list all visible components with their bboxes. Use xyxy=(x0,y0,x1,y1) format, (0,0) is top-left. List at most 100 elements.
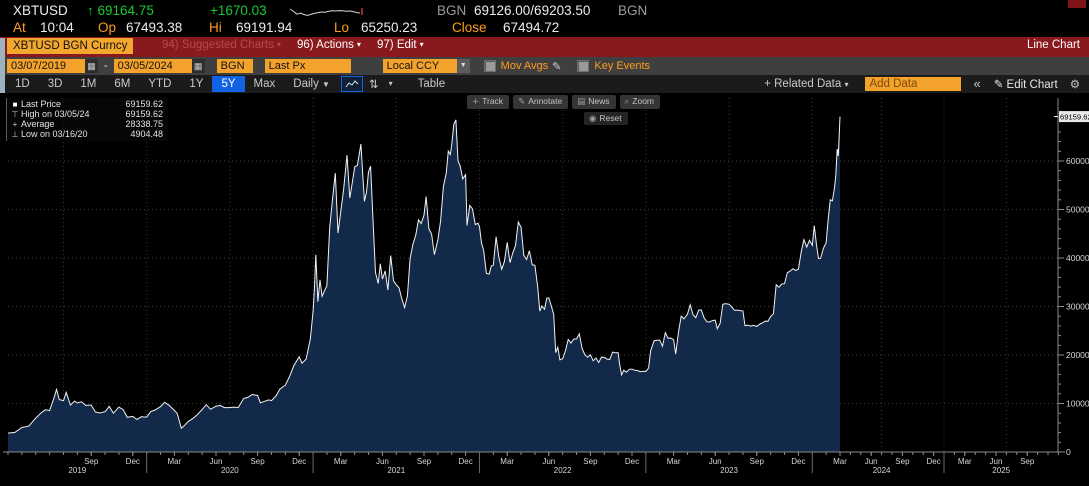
add-data-input[interactable]: Add Data xyxy=(865,77,962,91)
svg-text:Dec: Dec xyxy=(458,457,472,466)
edit-chart-button[interactable]: ✎ Edit Chart xyxy=(993,77,1058,91)
svg-text:30000: 30000 xyxy=(1066,302,1089,312)
svg-text:Sep: Sep xyxy=(1020,457,1035,466)
currency-selector[interactable]: Local CCY xyxy=(382,59,457,73)
date-from-input[interactable]: 03/07/2019 xyxy=(7,59,85,73)
legend-marker-icon: ⊤ xyxy=(11,109,19,119)
svg-text:Dec: Dec xyxy=(926,457,940,466)
pencil-icon: ✎ xyxy=(518,97,526,107)
legend-label: Last Price xyxy=(21,99,62,109)
reset-button[interactable]: ◉ Reset xyxy=(584,112,628,125)
chart-style-dropdown[interactable]: ▾ xyxy=(383,76,399,92)
menu-edit[interactable]: 97) Edit ▾ xyxy=(377,39,424,51)
price-change: +1670.03 xyxy=(210,3,267,18)
related-data-button[interactable]: + Related Data ▾ xyxy=(764,78,849,90)
range-button-5y[interactable]: 5Y xyxy=(212,76,245,92)
line-chart-icon[interactable] xyxy=(340,76,363,92)
menu-actions[interactable]: 96) Actions ▾ xyxy=(297,39,361,51)
axis-scale-icon[interactable]: ⇅ xyxy=(368,77,379,91)
legend-row: ⊥ Low on 03/16/20 4904.48 xyxy=(9,129,163,139)
last-price: ↑ 69164.75 xyxy=(87,3,154,18)
function-menu-bar: XBTUSD BGN Curncy 94) Suggested Charts ▾ … xyxy=(0,37,1089,57)
svg-text:Dec: Dec xyxy=(625,457,639,466)
svg-text:0: 0 xyxy=(1066,447,1071,457)
pencil-icon: ✎ xyxy=(993,77,1004,91)
window-edge-decoration xyxy=(1068,0,1086,8)
svg-text:2020: 2020 xyxy=(221,466,239,475)
security-symbol: XBTUSD xyxy=(13,3,68,18)
svg-text:50000: 50000 xyxy=(1066,205,1089,215)
date-to-input[interactable]: 03/05/2024 xyxy=(113,59,192,73)
mov-avgs-checkbox[interactable] xyxy=(483,60,496,72)
svg-text:Jun: Jun xyxy=(709,457,722,466)
track-button[interactable]: + Track xyxy=(467,95,510,109)
high-value: 69191.94 xyxy=(236,20,293,35)
svg-text:Sep: Sep xyxy=(417,457,432,466)
bid-ask: 69126.00/69203.50 xyxy=(474,3,591,18)
reset-icon: ◉ xyxy=(589,114,597,124)
zoom-button[interactable]: ⌕ Zoom xyxy=(619,95,661,109)
reset-zoom-container: ◉ Reset xyxy=(584,108,632,126)
annotate-button[interactable]: ✎ Annotate xyxy=(513,95,569,109)
period-selector[interactable]: Daily ▼ xyxy=(293,78,330,90)
price-field-selector[interactable]: Last Px xyxy=(264,59,351,73)
svg-text:Jun: Jun xyxy=(865,457,878,466)
svg-text:Dec: Dec xyxy=(791,457,805,466)
magnifier-icon: ⌕ xyxy=(624,97,630,107)
svg-text:Sep: Sep xyxy=(250,457,265,466)
svg-text:2025: 2025 xyxy=(992,466,1010,475)
news-icon: ▤ xyxy=(577,97,586,107)
pencil-icon[interactable]: ✎ xyxy=(552,59,562,73)
legend-marker-icon: ■ xyxy=(12,99,18,109)
price-line xyxy=(7,116,841,434)
chevron-down-icon: ▼ xyxy=(322,80,330,89)
news-button[interactable]: ▤ News xyxy=(572,95,616,109)
key-events-checkbox[interactable] xyxy=(577,60,590,72)
svg-text:Jun: Jun xyxy=(542,457,555,466)
legend-row: ⊤ High on 03/05/24 69159.62 xyxy=(9,109,163,119)
legend-label: High on 03/05/24 xyxy=(21,109,90,119)
range-button-6m[interactable]: 6M xyxy=(114,78,131,90)
chart-legend: ■ Last Price 69159.62 ⊤ High on 03/05/24 6915… xyxy=(6,98,168,141)
panel-edge-decoration xyxy=(0,38,5,93)
legend-label: Average xyxy=(21,119,55,129)
svg-text:2024: 2024 xyxy=(873,466,891,475)
open-label: Op xyxy=(98,20,117,35)
chevron-down-icon[interactable]: ▼ xyxy=(456,59,470,73)
range-button-max[interactable]: Max xyxy=(253,78,276,90)
legend-value: 69159.62 xyxy=(125,99,163,109)
range-button-3d[interactable]: 3D xyxy=(47,78,63,90)
chart-type-label: Line Chart xyxy=(1026,39,1080,51)
svg-text:Mar: Mar xyxy=(334,457,348,466)
pricing-source-field[interactable]: BGN xyxy=(216,59,253,73)
key-events-label: Key Events xyxy=(594,60,651,72)
low-value: 65250.23 xyxy=(361,20,418,35)
close-value: 67494.72 xyxy=(503,20,560,35)
svg-text:Mar: Mar xyxy=(500,457,514,466)
svg-text:40000: 40000 xyxy=(1066,253,1089,263)
svg-text:69159.62: 69159.62 xyxy=(1060,113,1089,122)
svg-text:Jun: Jun xyxy=(210,457,223,466)
svg-text:Mar: Mar xyxy=(833,457,847,466)
svg-text:Sep: Sep xyxy=(750,457,765,466)
menu-suggested-charts[interactable]: 94) Suggested Charts ▾ xyxy=(162,39,281,51)
intraday-sparkline xyxy=(289,4,366,21)
chart-toolbar: 1D 3D 1M 6M YTD 1Y 5Y Max Daily ▼ ⇅ ▾ Table + R… xyxy=(0,75,1089,93)
calendar-icon[interactable]: ▦ xyxy=(85,59,98,73)
svg-text:Jun: Jun xyxy=(376,457,389,466)
ticker-input[interactable]: XBTUSD BGN Curncy xyxy=(7,38,134,54)
quote-bar: XBTUSD ↑ 69164.75 +1670.03 BGN 69126.00/… xyxy=(0,0,1089,37)
price-chart[interactable]: 0 10000 20000 30000 40000 50000 60000 Sep Dec Mar… xyxy=(0,93,1089,481)
gear-icon[interactable]: ⚙ xyxy=(1069,77,1080,91)
price-area-fill xyxy=(8,116,840,452)
svg-text:Mar: Mar xyxy=(667,457,681,466)
collapse-panel-button[interactable]: « xyxy=(973,76,981,91)
range-button-1d[interactable]: 1D xyxy=(15,78,30,90)
table-button[interactable]: Table xyxy=(417,78,446,90)
calendar-icon[interactable]: ▦ xyxy=(191,59,205,73)
svg-text:20000: 20000 xyxy=(1066,350,1089,360)
range-button-1m[interactable]: 1M xyxy=(80,78,97,90)
crosshair-icon: + xyxy=(472,97,480,107)
range-button-1y[interactable]: 1Y xyxy=(189,78,204,90)
range-button-ytd[interactable]: YTD xyxy=(148,78,172,90)
